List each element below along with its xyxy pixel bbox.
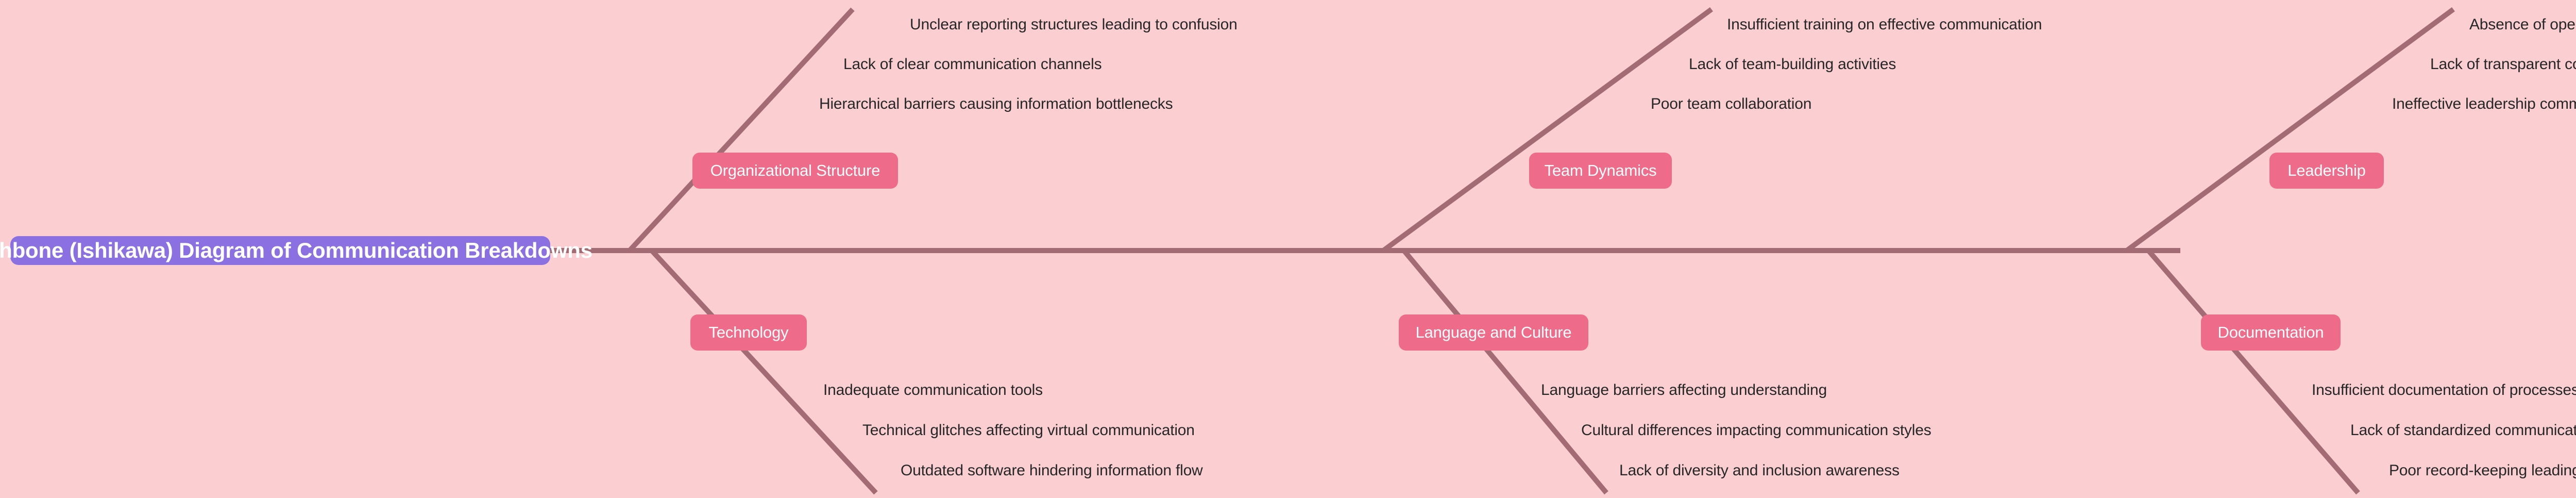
category-box-leadership[interactable]: Leadership: [2269, 153, 2384, 189]
branch-bone-top-0: [628, 7, 855, 253]
cause-label: Technical glitches affecting virtual com…: [862, 422, 1195, 439]
branch-bone-bottom-5: [2146, 248, 2360, 495]
category-label: Technology: [708, 323, 789, 341]
cause-label: Lack of transparent communication from m…: [2430, 56, 2576, 73]
category-label: Language and Culture: [1415, 323, 1572, 341]
cause-label: Inadequate communication tools: [823, 381, 1043, 399]
branch-bone-top-4: [2125, 7, 2455, 253]
category-box-documentation[interactable]: Documentation: [2201, 314, 2341, 351]
branch-bone-top-2: [1382, 7, 1713, 253]
category-box-technology[interactable]: Technology: [690, 314, 807, 351]
branch-bone-bottom-1: [650, 248, 878, 495]
cause-label: Lack of team-building activities: [1689, 56, 1896, 73]
cause-label: Ineffective leadership communication: [2392, 95, 2576, 112]
cause-label: Insufficient documentation of processes: [2312, 381, 2576, 399]
cause-label: Poor record-keeping leading to misunders…: [2389, 462, 2576, 479]
cause-label: Outdated software hindering information …: [901, 462, 1203, 479]
cause-label: Cultural differences impacting communica…: [1581, 422, 1931, 439]
category-box-team-dynamics[interactable]: Team Dynamics: [1529, 153, 1672, 189]
category-label: Leadership: [2287, 161, 2366, 179]
cause-label: Lack of standardized communication proto…: [2350, 422, 2576, 439]
category-label: Documentation: [2217, 323, 2324, 341]
bone-group: [550, 7, 2455, 495]
cause-label: Lack of diversity and inclusion awarenes…: [1619, 462, 1900, 479]
cause-label: Poor team collaboration: [1651, 95, 1812, 112]
cause-label: Insufficient training on effective commu…: [1727, 16, 2042, 33]
cause-label: Absence of open-door policy for employee…: [2469, 16, 2576, 33]
problem-head-box[interactable]: Fishbone (Ishikawa) Diagram of Communica…: [0, 236, 592, 265]
cause-label: Lack of clear communication channels: [843, 56, 1102, 73]
cause-label: Language barriers affecting understandin…: [1541, 381, 1827, 399]
branch-bone-bottom-3: [1402, 248, 1608, 495]
category-box-organizational-structure[interactable]: Organizational Structure: [692, 153, 898, 189]
category-label: Team Dynamics: [1544, 161, 1657, 179]
cause-label: Unclear reporting structures leading to …: [910, 16, 1238, 33]
cause-label: Hierarchical barriers causing informatio…: [819, 95, 1173, 112]
category-label: Organizational Structure: [710, 161, 880, 179]
category-box-language-and-culture[interactable]: Language and Culture: [1399, 314, 1588, 351]
